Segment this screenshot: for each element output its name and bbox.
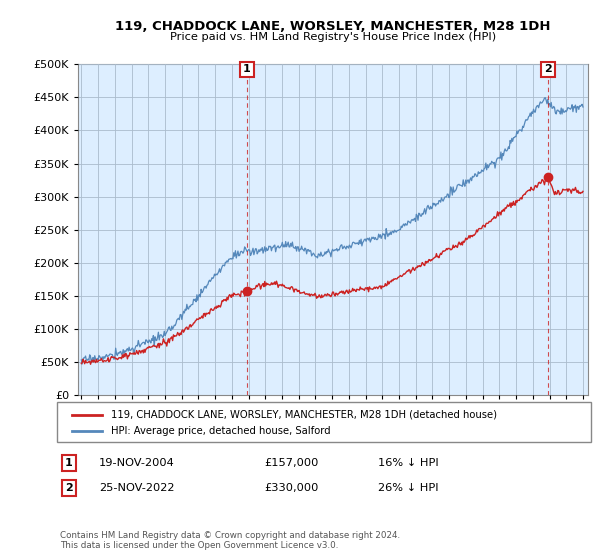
Text: 1: 1 — [243, 64, 251, 74]
Text: 16% ↓ HPI: 16% ↓ HPI — [378, 458, 439, 468]
Text: 26% ↓ HPI: 26% ↓ HPI — [378, 483, 439, 493]
Text: Price paid vs. HM Land Registry's House Price Index (HPI): Price paid vs. HM Land Registry's House … — [170, 32, 496, 43]
Text: HPI: Average price, detached house, Salford: HPI: Average price, detached house, Salf… — [111, 426, 331, 436]
Text: £157,000: £157,000 — [264, 458, 319, 468]
Text: £330,000: £330,000 — [264, 483, 319, 493]
Text: 2: 2 — [544, 64, 552, 74]
Text: 2: 2 — [65, 483, 73, 493]
Text: 119, CHADDOCK LANE, WORSLEY, MANCHESTER, M28 1DH: 119, CHADDOCK LANE, WORSLEY, MANCHESTER,… — [115, 20, 551, 32]
Text: 25-NOV-2022: 25-NOV-2022 — [99, 483, 175, 493]
Text: Contains HM Land Registry data © Crown copyright and database right 2024.
This d: Contains HM Land Registry data © Crown c… — [60, 530, 400, 550]
Text: 1: 1 — [65, 458, 73, 468]
Text: 19-NOV-2004: 19-NOV-2004 — [99, 458, 175, 468]
Text: 119, CHADDOCK LANE, WORSLEY, MANCHESTER, M28 1DH (detached house): 119, CHADDOCK LANE, WORSLEY, MANCHESTER,… — [111, 409, 497, 419]
